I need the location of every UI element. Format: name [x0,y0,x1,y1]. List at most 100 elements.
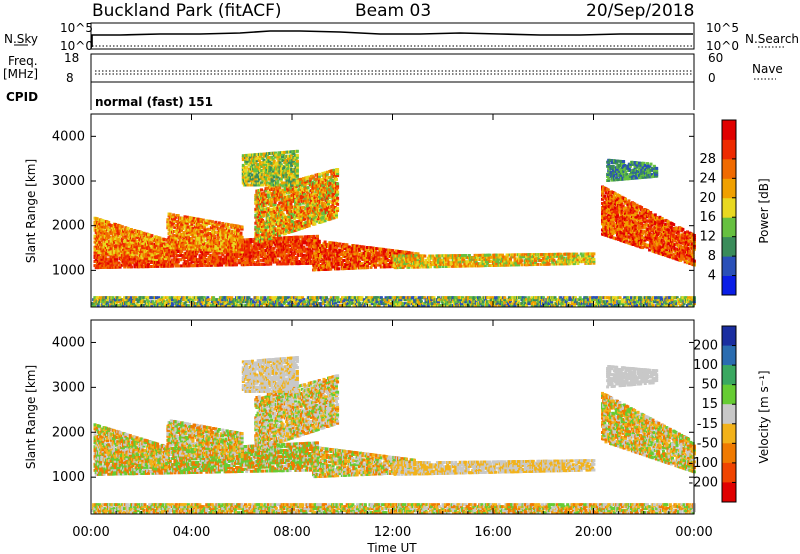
power-cell [245,250,249,254]
power-cell [290,262,294,266]
power-cell [288,258,292,262]
power-cell [209,257,213,261]
power-cell [124,236,128,240]
power-cell [305,241,309,245]
power-cell [269,246,273,250]
power-cell [112,250,116,254]
power-cell [336,206,340,210]
power-cell [167,252,171,256]
power-cell [306,186,310,190]
power-cell [196,250,200,254]
power-cell [119,257,123,261]
power-cell [110,226,114,230]
power-cell [106,240,109,244]
power-cell [308,235,311,239]
power-cell [193,256,197,260]
power-cell [112,240,116,244]
power-cell [94,219,98,223]
power-cell [94,244,98,248]
power-cell [188,264,192,268]
power-cell [120,239,124,243]
power-cell [279,246,283,250]
power-cell [200,264,204,267]
power-cell [306,251,310,255]
power-cell [174,256,178,260]
power-cell [246,248,250,252]
power-cell [270,242,274,246]
power-cell [279,242,283,246]
power-cell [188,250,192,254]
power-cell [289,260,293,264]
power-cell [271,248,275,252]
power-cell [238,255,242,258]
power-cell [243,254,246,258]
power-cell [256,260,260,264]
power-cell [300,243,303,247]
power-cell [115,263,119,267]
power-cell [281,260,285,264]
power-cell [109,252,113,256]
power-cell [249,238,253,242]
power-cell [213,234,217,238]
power-cell [117,261,121,265]
freq-unit: [MHz] [3,67,38,81]
power-cell [306,259,310,263]
power-cell [235,263,238,267]
power-cell [263,256,267,260]
power-cell [265,247,269,250]
power-cell [147,251,150,255]
power-cell [118,224,122,228]
nsky-right-tick-top: 10^5 [706,21,739,35]
power-cell [101,233,105,237]
power-cell [98,257,102,261]
power-cell [129,228,133,231]
power-cell [317,172,321,176]
power-cell [111,238,115,242]
power-cell [95,248,99,252]
power-cell [260,243,264,247]
power-cell [123,244,127,247]
power-cell [195,252,199,256]
power-cell [134,251,138,255]
power-cell [139,259,143,263]
power-cell [98,240,102,244]
power-cell [298,262,302,265]
power-cell [336,190,340,194]
power-cell [244,261,248,265]
power-cell [98,220,102,224]
power-cell [233,259,237,263]
power-cell [305,237,309,241]
power-cell [254,251,258,255]
power-cell [129,248,133,252]
power-cell [104,263,108,267]
power-cell [271,258,275,262]
power-cell [295,260,299,264]
power-cell [114,223,117,226]
power-cell [180,249,184,253]
power-cell [180,264,184,268]
power-cell [142,231,146,235]
power-cell [136,236,140,239]
power-cell [298,245,302,249]
power-cell [175,262,179,266]
power-cell [293,237,297,241]
power-cell [111,252,115,256]
power-cell [282,238,286,242]
power-cell [141,243,145,247]
power-cell [295,243,299,247]
power-cell [240,225,244,229]
power-cell [296,237,300,241]
power-cell [143,246,147,250]
power-cell [143,236,147,240]
power-cell [248,250,252,254]
power-cell [102,243,106,247]
power-cell [300,251,303,255]
power-cell [154,264,157,268]
power-cell [293,256,297,260]
power-cell [103,229,107,233]
power-cell [256,257,260,260]
power-cell [111,234,115,238]
power-cell [200,250,204,254]
power-cell [303,249,307,253]
